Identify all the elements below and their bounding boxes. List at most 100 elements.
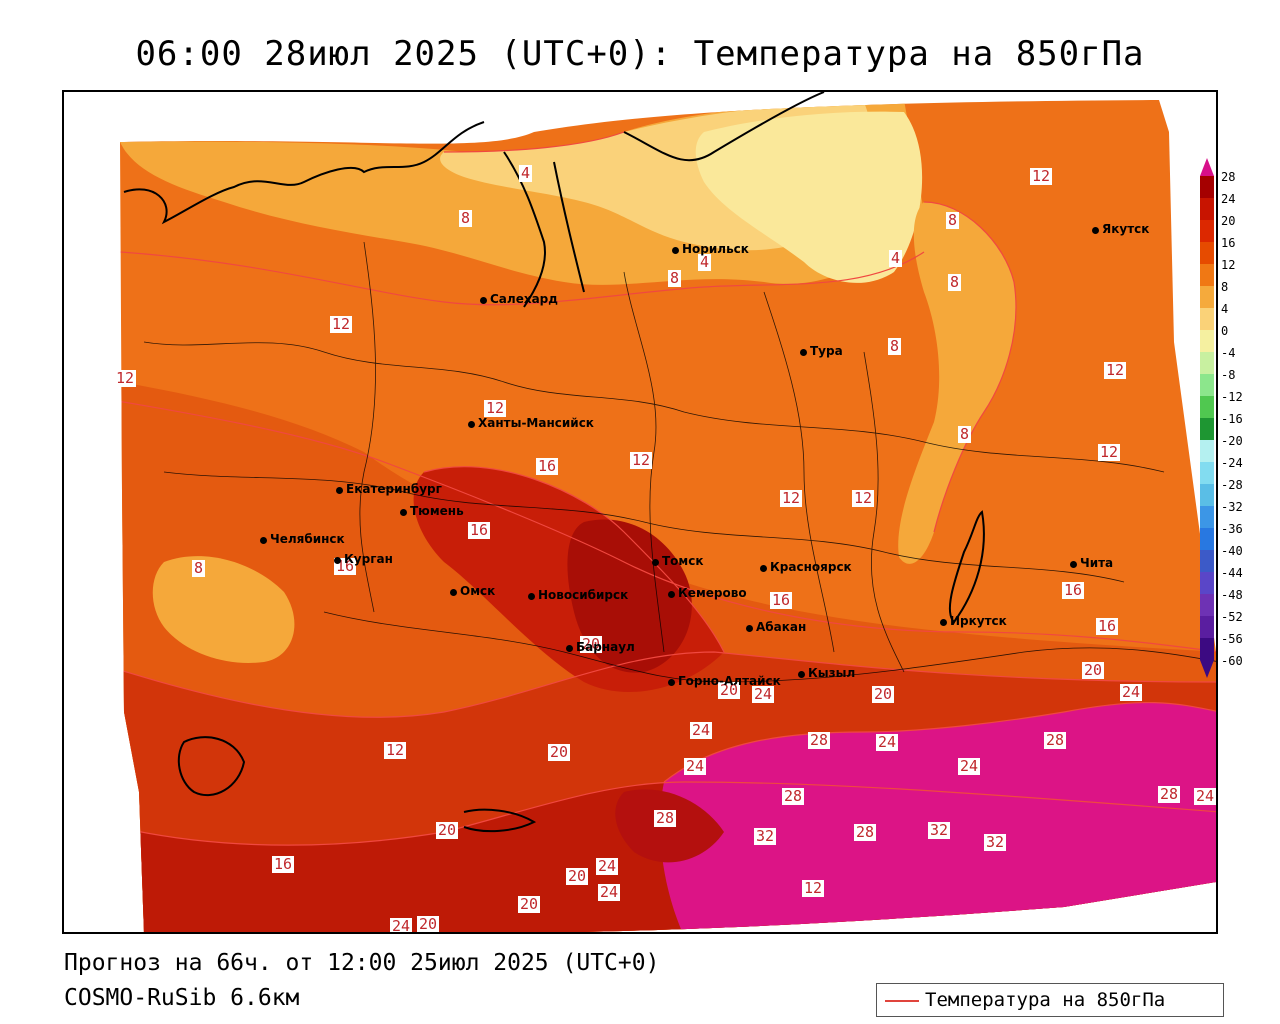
colorbar-tick-label: -20 (1221, 434, 1243, 448)
contour-label: 12 (802, 879, 825, 897)
colorbar-tick-label: 8 (1221, 280, 1229, 294)
colorbar-segment (1200, 616, 1214, 638)
city-dot (798, 671, 805, 678)
colorbar-tick-label: -52 (1221, 610, 1243, 624)
contour-label: 24 (958, 757, 981, 775)
model-name: COSMO-RuSib 6.6км (64, 985, 300, 1011)
contour-label: 16 (770, 591, 793, 609)
colorbar-segment (1200, 176, 1214, 198)
contour-label: 4 (698, 253, 712, 271)
city-dot (400, 509, 407, 516)
city-dot (260, 537, 267, 544)
contour-label: 20 (548, 743, 571, 761)
city-name: Барнаул (576, 640, 635, 654)
contour-label: 24 (876, 733, 899, 751)
colorbar-tick-label: -8 (1221, 368, 1236, 382)
colorbar-tick-label: -4 (1221, 346, 1236, 360)
map-frame: 4 8 12 4 8 12 4 8 8 12 8 12 12 8 12 16 1… (62, 90, 1218, 934)
contour-label: 24 (684, 757, 707, 775)
temperature-field (120, 92, 1216, 932)
colorbar-tick-label: -24 (1221, 456, 1243, 470)
contour-label: 20 (518, 895, 541, 913)
city-name: Норильск (682, 242, 749, 256)
contour-label: 28 (854, 823, 877, 841)
colorbar-tick-label: 20 (1221, 214, 1236, 228)
colorbar-tick-label: -36 (1221, 522, 1243, 536)
contour-label: 24 (690, 721, 713, 739)
contour-label: 24 (390, 917, 413, 934)
map-title: 06:00 28июл 2025 (UTC+0): Температура на… (135, 34, 1145, 74)
city-dot (528, 593, 535, 600)
contour-label: 12 (1098, 443, 1121, 461)
contour-label: 8 (958, 425, 972, 443)
colorbar-segment (1200, 374, 1214, 396)
contour-label: 16 (536, 457, 559, 475)
contour-label: 12 (852, 489, 875, 507)
colorbar-segment (1200, 242, 1214, 264)
colorbar-segment (1200, 418, 1214, 440)
colorbar-segment (1200, 572, 1214, 594)
contour-label: 12 (484, 399, 507, 417)
colorbar-tick-label: -44 (1221, 566, 1243, 580)
contour-label: 24 (1194, 787, 1216, 805)
colorbar-segment (1200, 286, 1214, 308)
colorbar-segment (1200, 462, 1214, 484)
colorbar-tick-label: 24 (1221, 192, 1236, 206)
city-dot (566, 645, 573, 652)
city-name: Абакан (756, 620, 807, 634)
city-dot (1092, 227, 1099, 234)
contour-label: 16 (272, 855, 295, 873)
contour-label: 4 (889, 249, 903, 267)
city-name: Челябинск (270, 532, 345, 546)
colorbar-segment (1200, 638, 1214, 660)
colorbar-segment (1200, 440, 1214, 462)
contour-label: 12 (330, 315, 353, 333)
contour-label: 32 (928, 821, 951, 839)
contour-label: 16 (1062, 581, 1085, 599)
city-dot (672, 247, 679, 254)
colorbar-segment (1200, 550, 1214, 572)
city-name: Красноярск (770, 560, 852, 574)
contour-label: 8 (459, 209, 473, 227)
city-name: Якутск (1102, 222, 1150, 236)
city-name: Иркутск (950, 614, 1007, 628)
city-dot (336, 487, 343, 494)
contour-label: 20 (436, 821, 459, 839)
contour-label: 28 (654, 809, 677, 827)
city-dot (760, 565, 767, 572)
city-dot (746, 625, 753, 632)
contour-label: 20 (417, 915, 440, 933)
city-name: Екатеринбург (346, 482, 442, 496)
city-name: Тюмень (410, 504, 464, 518)
contour-label: 16 (468, 521, 491, 539)
contour-label: 24 (598, 883, 621, 901)
city-dot (1070, 561, 1077, 568)
city-name: Тура (810, 344, 843, 358)
colorbar-tick-label: 4 (1221, 302, 1229, 316)
colorbar-segment (1200, 528, 1214, 550)
contour-label: 20 (872, 685, 895, 703)
legend-box: Температура на 850гПа (876, 983, 1224, 1017)
colorbar-tick-label: -60 (1221, 654, 1243, 668)
city-dot (468, 421, 475, 428)
contour-label: 8 (192, 559, 206, 577)
colorbar-tick-label: -16 (1221, 412, 1243, 426)
colorbar-tick-label: 28 (1221, 170, 1236, 184)
city-name: Горно-Алтайск (678, 674, 781, 688)
colorbar-segment (1200, 352, 1214, 374)
city-dot (940, 619, 947, 626)
city-name: Кемерово (678, 586, 747, 600)
contour-label: 20 (718, 681, 741, 699)
contour-label: 4 (519, 164, 533, 182)
contour-label: 28 (808, 731, 831, 749)
temperature-colorbar (1199, 158, 1215, 686)
colorbar-segment (1200, 308, 1214, 330)
legend-line-swatch (885, 1000, 919, 1002)
city-name: Салехард (490, 292, 558, 306)
colorbar-segment (1200, 330, 1214, 352)
contour-label: 8 (946, 211, 960, 229)
colorbar-segment (1200, 264, 1214, 286)
contour-label: 28 (1044, 731, 1067, 749)
contour-label: 24 (752, 685, 775, 703)
city-dot (334, 557, 341, 564)
